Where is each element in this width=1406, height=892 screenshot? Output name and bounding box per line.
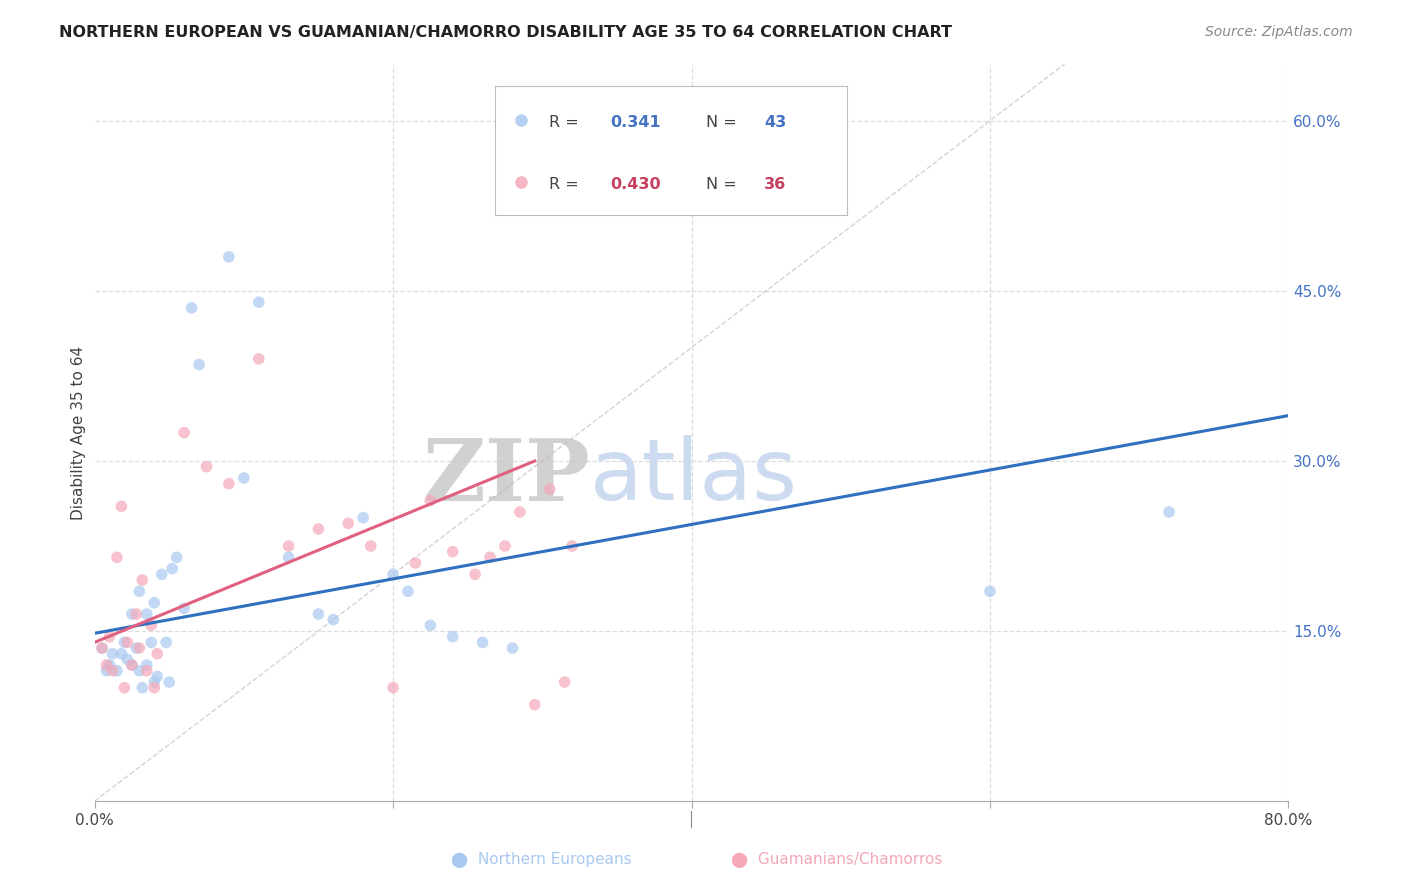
Point bbox=[143, 681, 166, 695]
Point bbox=[112, 635, 135, 649]
Point bbox=[554, 675, 576, 690]
Point bbox=[561, 539, 583, 553]
Point bbox=[382, 681, 405, 695]
Point bbox=[479, 550, 502, 565]
Point bbox=[180, 301, 202, 315]
Text: atlas: atlas bbox=[591, 435, 799, 518]
Point bbox=[101, 664, 124, 678]
Point bbox=[232, 471, 254, 485]
Point bbox=[218, 476, 240, 491]
Point bbox=[141, 618, 163, 632]
Point bbox=[131, 573, 153, 587]
Point bbox=[419, 618, 441, 632]
Point bbox=[404, 556, 426, 570]
Point bbox=[110, 647, 132, 661]
Point bbox=[110, 500, 132, 514]
Point bbox=[135, 664, 157, 678]
Point bbox=[464, 567, 486, 582]
Point bbox=[105, 664, 128, 678]
Point bbox=[155, 635, 177, 649]
Y-axis label: Disability Age 35 to 64: Disability Age 35 to 64 bbox=[72, 345, 86, 520]
Point bbox=[247, 351, 270, 366]
Point bbox=[128, 641, 150, 656]
Point bbox=[195, 459, 218, 474]
Point bbox=[101, 647, 124, 661]
Point bbox=[247, 295, 270, 310]
Text: ⬤  Northern Europeans: ⬤ Northern Europeans bbox=[451, 852, 631, 868]
Point bbox=[157, 675, 180, 690]
Point bbox=[382, 567, 405, 582]
Point bbox=[188, 358, 211, 372]
Point bbox=[96, 664, 118, 678]
Point bbox=[471, 635, 494, 649]
Point bbox=[360, 539, 382, 553]
Point bbox=[91, 641, 114, 656]
Point bbox=[112, 681, 135, 695]
Point bbox=[143, 675, 166, 690]
Point bbox=[419, 493, 441, 508]
Point bbox=[173, 425, 195, 440]
Point bbox=[117, 635, 139, 649]
Point bbox=[128, 664, 150, 678]
Point bbox=[91, 641, 114, 656]
Point bbox=[538, 483, 561, 497]
Point bbox=[979, 584, 1001, 599]
Point bbox=[121, 658, 143, 673]
Text: ZIP: ZIP bbox=[422, 434, 591, 519]
Point bbox=[277, 550, 299, 565]
Point bbox=[146, 669, 169, 683]
Point bbox=[105, 550, 128, 565]
Point bbox=[125, 641, 148, 656]
Point bbox=[322, 613, 344, 627]
Point bbox=[441, 630, 464, 644]
Point bbox=[135, 658, 157, 673]
Point bbox=[96, 658, 118, 673]
Text: Source: ZipAtlas.com: Source: ZipAtlas.com bbox=[1205, 25, 1353, 39]
Point bbox=[146, 647, 169, 661]
Point bbox=[1157, 505, 1180, 519]
Point bbox=[337, 516, 360, 531]
Point bbox=[135, 607, 157, 621]
Point bbox=[117, 652, 139, 666]
Point bbox=[509, 505, 531, 519]
Point bbox=[143, 596, 166, 610]
Point bbox=[307, 522, 329, 536]
Point bbox=[396, 584, 419, 599]
Point bbox=[128, 584, 150, 599]
Point bbox=[501, 641, 523, 656]
Point bbox=[98, 630, 121, 644]
Point bbox=[141, 635, 163, 649]
Point bbox=[121, 658, 143, 673]
Point bbox=[125, 607, 148, 621]
Point bbox=[277, 539, 299, 553]
Point bbox=[150, 567, 173, 582]
Point bbox=[523, 698, 546, 712]
Text: ⬤  Guamanians/Chamorros: ⬤ Guamanians/Chamorros bbox=[731, 852, 942, 868]
Point bbox=[160, 562, 183, 576]
Point bbox=[441, 544, 464, 558]
Point bbox=[307, 607, 329, 621]
Point bbox=[352, 510, 374, 524]
Point bbox=[218, 250, 240, 264]
Point bbox=[131, 681, 153, 695]
Point bbox=[98, 658, 121, 673]
Text: NORTHERN EUROPEAN VS GUAMANIAN/CHAMORRO DISABILITY AGE 35 TO 64 CORRELATION CHAR: NORTHERN EUROPEAN VS GUAMANIAN/CHAMORRO … bbox=[59, 25, 952, 40]
Point bbox=[494, 539, 516, 553]
Point bbox=[166, 550, 188, 565]
Point bbox=[121, 607, 143, 621]
Point bbox=[173, 601, 195, 615]
